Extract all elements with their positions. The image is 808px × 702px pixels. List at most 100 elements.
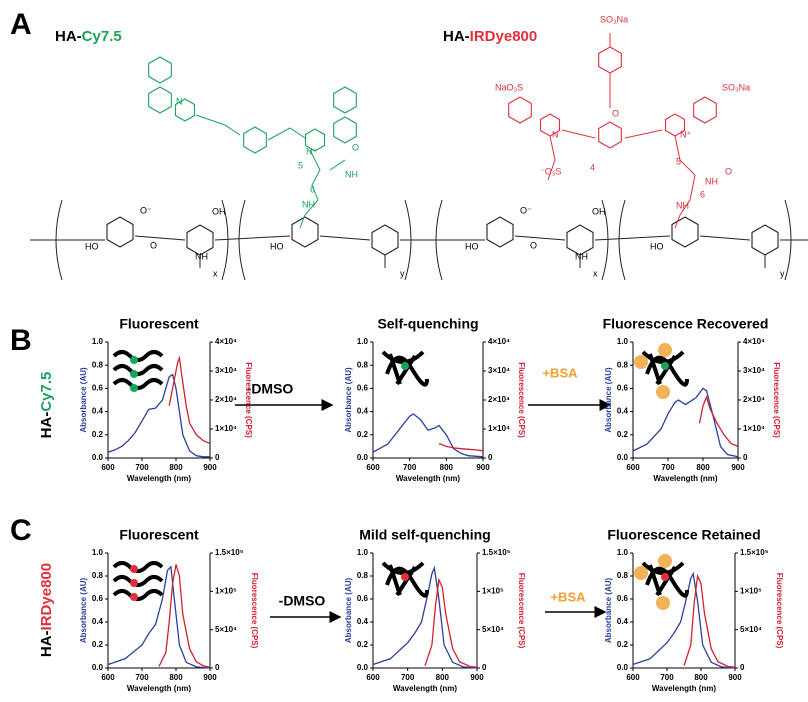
x-tick-label: 700 xyxy=(135,463,149,472)
panel-label: A xyxy=(10,8,32,41)
y-tick-label: 0.6 xyxy=(617,384,629,393)
y2-tick-label: 1×10⁵ xyxy=(215,586,237,595)
y2-tick-label: 3×10⁴ xyxy=(215,366,237,375)
y2-tick-label: 1.5×10⁵ xyxy=(215,548,244,557)
y-tick-label: 0.8 xyxy=(357,360,369,369)
y-tick-label: 1.0 xyxy=(617,337,629,346)
arrow-label: +BSA xyxy=(542,365,578,380)
y2-tick-label: 0 xyxy=(215,663,220,672)
y2-axis-label: Fluorescence (CPS) xyxy=(775,573,784,649)
y2-tick-label: 1.5×10⁵ xyxy=(740,548,769,557)
atom: O⁻ xyxy=(140,205,152,215)
line-series xyxy=(372,413,484,458)
y-tick-label: 0.8 xyxy=(357,571,369,580)
x-tick-label: 700 xyxy=(135,673,149,682)
ring xyxy=(508,96,532,124)
x-tick-label: 700 xyxy=(661,463,675,472)
panel-label: B xyxy=(10,324,32,357)
x-tick-label: 600 xyxy=(626,673,640,682)
line-series xyxy=(107,565,211,669)
bracket xyxy=(55,199,412,281)
y2-axis-label: Fluorescence (CPS) xyxy=(244,362,253,438)
line-series xyxy=(438,442,484,452)
cartoon xyxy=(112,364,164,376)
prefix: HA- xyxy=(38,630,55,657)
cartoon xyxy=(641,561,689,598)
protein xyxy=(658,343,672,357)
axes xyxy=(632,342,739,459)
y-tick-label: 0.6 xyxy=(617,594,629,603)
y-axis-label: Absorbance (AU) xyxy=(604,367,613,433)
y2-tick-label: 0 xyxy=(215,453,220,462)
y2-tick-label: 1×10⁵ xyxy=(740,586,762,595)
line-series xyxy=(158,564,211,668)
axes xyxy=(632,553,736,669)
cy-backbone-labels: O⁻ O HO HO OH NH x y xyxy=(85,205,405,278)
y2-axis-label: Fluorescence (CPS) xyxy=(517,362,526,438)
y2-tick-label: 5×10⁴ xyxy=(740,625,762,634)
atom: NH xyxy=(345,169,358,179)
y-tick-label: 0.0 xyxy=(357,663,369,672)
ring xyxy=(304,128,326,152)
y2-tick-label: 4×10⁴ xyxy=(488,337,510,346)
y2-tick-label: 2×10⁴ xyxy=(215,395,237,404)
y-tick-label: 0.8 xyxy=(92,360,104,369)
cartoon xyxy=(130,565,138,573)
x-tick-label: 600 xyxy=(366,673,380,682)
chart-title: Self-quenching xyxy=(377,316,478,332)
y2-tick-label: 4×10⁴ xyxy=(215,337,237,346)
ring xyxy=(333,86,357,114)
y-tick-label: 0.6 xyxy=(92,594,104,603)
x-tick-label: 900 xyxy=(470,673,484,682)
y2-tick-label: 5×10⁴ xyxy=(482,625,504,634)
arrow-label: -DMSO xyxy=(247,381,294,397)
atom: OH xyxy=(212,206,226,216)
atom: y xyxy=(400,268,405,278)
ring xyxy=(598,121,622,149)
ring xyxy=(539,113,561,137)
y2-tick-label: 0 xyxy=(743,453,748,462)
cartoon xyxy=(112,589,164,601)
x-tick-label: 800 xyxy=(169,673,183,682)
y-tick-label: 0.2 xyxy=(92,430,104,439)
atom: 6 xyxy=(700,189,705,199)
chart-title: Fluorescent xyxy=(119,316,199,332)
y2-tick-label: 0 xyxy=(488,453,493,462)
atom: x xyxy=(593,268,598,278)
x-axis-label: Wavelength (nm) xyxy=(396,474,460,483)
x-axis-label: Wavelength (nm) xyxy=(653,474,717,483)
ring xyxy=(671,216,699,248)
line-series xyxy=(424,577,478,668)
atom: SO₃Na xyxy=(722,82,750,92)
cy-labels: N N⁺ 5 6 O NH NH xyxy=(176,96,359,209)
y-tick-label: 0.6 xyxy=(357,384,369,393)
chart-title: Fluorescence Retained xyxy=(607,527,760,543)
x-tick-label: 900 xyxy=(203,463,217,472)
axes xyxy=(372,553,478,669)
y-tick-label: 0.4 xyxy=(357,617,369,626)
y-tick-label: 0.6 xyxy=(357,594,369,603)
line-series xyxy=(107,373,210,458)
x-tick-label: 600 xyxy=(101,463,115,472)
y2-tick-label: 2×10⁴ xyxy=(488,395,510,404)
ring xyxy=(148,86,172,114)
y-tick-label: 0.4 xyxy=(92,407,104,416)
y2-tick-label: 1×10⁵ xyxy=(482,586,504,595)
y-tick-label: 0.0 xyxy=(617,663,629,672)
line-series xyxy=(683,573,736,668)
y-axis-label: Absorbance (AU) xyxy=(344,367,353,433)
y-axis-label: Absorbance (AU) xyxy=(604,577,613,643)
atom: O xyxy=(530,240,537,250)
atom: O xyxy=(725,166,732,176)
ring xyxy=(148,56,172,84)
chart-title: Mild self-quenching xyxy=(359,527,490,543)
y-tick-label: 0.2 xyxy=(357,640,369,649)
x-tick-label: 900 xyxy=(728,673,742,682)
x-tick-label: 600 xyxy=(366,463,380,472)
protein xyxy=(658,554,672,568)
cartoon xyxy=(112,350,164,362)
atom: NH xyxy=(195,251,208,261)
x-tick-label: 900 xyxy=(476,463,490,472)
x-tick-label: 700 xyxy=(403,463,417,472)
atom: HO xyxy=(465,241,479,251)
